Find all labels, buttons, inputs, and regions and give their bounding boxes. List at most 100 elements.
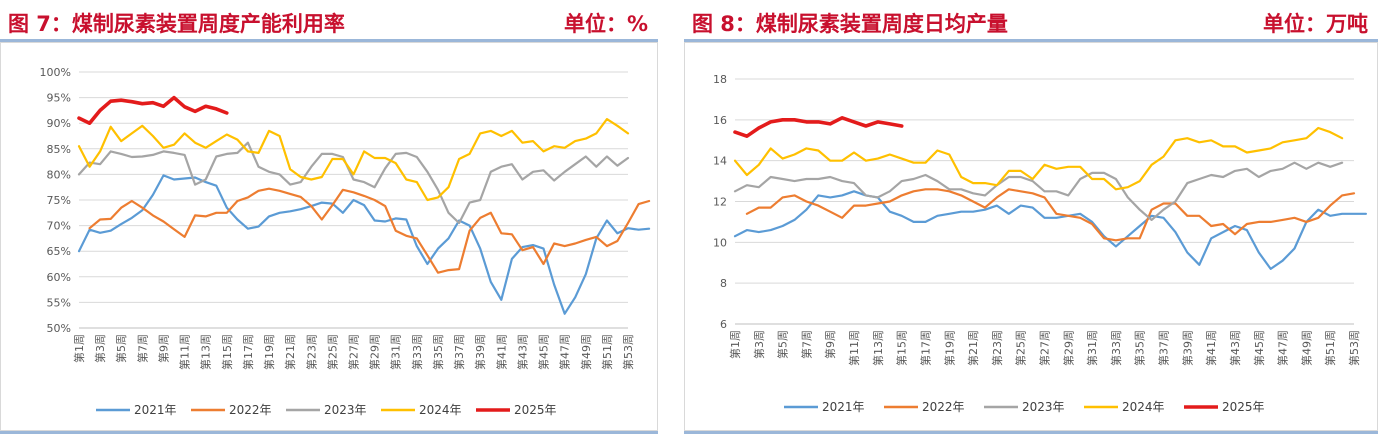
series-line-2025: [733, 116, 904, 138]
panel-capacity-utilization: 图 7：煤制尿素装置周度产能利用率 单位：% 50% 55% 60% 65% 70% 75…: [0, 0, 658, 436]
x-tick-label: 第3周: [93, 334, 107, 363]
y-tick-label: 10: [713, 236, 727, 249]
series-line-2023: [733, 161, 1344, 221]
x-tick-label: 第7周: [135, 334, 149, 363]
series-line-2022: [745, 188, 1356, 242]
x-tick-label: 第53周: [1347, 330, 1361, 366]
y-tick-label: 70%: [47, 220, 71, 233]
series-line-2022: [88, 187, 651, 274]
x-tick-label: 第29周: [368, 334, 382, 370]
y-tick-label: 16: [713, 114, 727, 127]
x-tick-label: 第49周: [1299, 330, 1313, 366]
legend-entry: 2022年: [229, 403, 272, 417]
x-tick-label: 第9周: [156, 334, 170, 363]
series-line-2024: [733, 126, 1344, 191]
y-tick-label: 80%: [47, 168, 71, 181]
series-line-2025: [77, 95, 229, 125]
legend-entry: 2021年: [134, 403, 177, 417]
legend-entry: 2022年: [922, 400, 965, 414]
legend-entry: 2023年: [1022, 400, 1065, 414]
x-tick-label: 第5周: [114, 334, 128, 363]
footer-rule: [0, 431, 658, 434]
y-tick-label: 55%: [47, 296, 71, 309]
line-chart-output: 681012141618第1周 第3周 第5周 第7周 第9周 第11周 第13周 第15周第…: [684, 42, 1378, 431]
y-tick-label: 65%: [47, 245, 71, 258]
x-tick-label: 第25周: [325, 334, 339, 370]
x-tick-label: 第11周: [847, 330, 861, 366]
panel-header: 图 8：煤制尿素装置周度日均产量 单位：万吨: [684, 6, 1378, 36]
y-tick-label: 90%: [47, 117, 71, 130]
x-tick-label: 第19周: [262, 334, 276, 370]
series-line-2023: [77, 141, 630, 225]
chart-frame: [684, 42, 1378, 431]
x-tick-label: 第13周: [199, 334, 213, 370]
x-tick-label: 第21周: [283, 334, 297, 370]
x-tick-label: 第1周: [72, 334, 86, 363]
legend-entry: 2025年: [514, 403, 557, 417]
unit-label: 单位：万吨: [1263, 12, 1368, 36]
chart-frame: [0, 42, 658, 431]
x-tick-label: 第25周: [1014, 330, 1028, 366]
panel-daily-output: 图 8：煤制尿素装置周度日均产量 单位：万吨 6 8 10 12 14 16 18 第1周 第3…: [684, 0, 1378, 436]
x-tick-label: 第31周: [1085, 330, 1099, 366]
x-tick-label: 第51周: [1323, 330, 1337, 366]
x-tick-label: 第39周: [1180, 330, 1194, 366]
x-tick-label: 第53周: [621, 334, 635, 370]
x-tick-label: 第47周: [1276, 330, 1290, 366]
x-tick-label: 第43周: [1228, 330, 1242, 366]
header-rule: [684, 39, 1378, 42]
chart-area: 50% 55% 60% 65% 70% 75% 80% 85% 90% 95% 100% 第1周 第3周…: [0, 42, 658, 431]
x-tick-label: 第29周: [1061, 330, 1075, 366]
x-tick-label: 第7周: [799, 330, 813, 359]
unit-label: 单位：%: [563, 12, 648, 36]
y-tick-label: 14: [713, 155, 727, 168]
x-tick-label: 第15周: [895, 330, 909, 366]
x-tick-label: 第17周: [241, 334, 255, 370]
header-rule: [0, 39, 658, 42]
y-tick-label: 85%: [47, 143, 71, 156]
x-tick-label: 第31周: [389, 334, 403, 370]
panel-header: 图 7：煤制尿素装置周度产能利用率 单位：%: [0, 6, 658, 36]
x-tick-label: 第15周: [220, 334, 234, 370]
y-tick-label: 75%: [47, 194, 71, 207]
x-tick-label: 第11周: [178, 334, 192, 370]
legend-entry: 2025年: [1222, 400, 1265, 414]
x-tick-label: 第19周: [942, 330, 956, 366]
x-tick-label: 第45周: [537, 334, 551, 370]
chart-area: 6 8 10 12 14 16 18 第1周 第3周 第5周 第7周 第9周 第11周 第13周 第15周第…: [684, 42, 1378, 431]
x-tick-label: 第27周: [347, 334, 361, 370]
y-tick-label: 95%: [47, 92, 71, 105]
y-tick-label: 6: [720, 318, 727, 331]
x-tick-label: 第37周: [1157, 330, 1171, 366]
y-tick-label: 8: [720, 277, 727, 290]
series-line-2024: [77, 118, 630, 202]
x-tick-label: 第3周: [752, 330, 766, 359]
line-chart-utilization: 50% 55% 60% 65% 70% 75% 80% 85% 90% 95% 100% 第1周 第3周…: [0, 42, 658, 431]
x-tick-label: 第21周: [966, 330, 980, 366]
legend-entry: 2024年: [419, 403, 462, 417]
x-tick-label: 第9周: [823, 330, 837, 359]
x-tick-label: 第35周: [431, 334, 445, 370]
legend-entry: 2024年: [1122, 400, 1165, 414]
x-tick-label: 第17周: [918, 330, 932, 366]
x-tick-label: 第47周: [558, 334, 572, 370]
x-tick-label: 第1周: [728, 330, 742, 359]
x-tick-label: 第49周: [579, 334, 593, 370]
x-tick-label: 第35周: [1133, 330, 1147, 366]
x-tick-label: 第37周: [452, 334, 466, 370]
x-tick-label: 第27周: [1038, 330, 1052, 366]
y-tick-label: 12: [713, 196, 727, 209]
legend-entry: 2023年: [324, 403, 367, 417]
figure-title: 图 8：煤制尿素装置周度日均产量: [692, 12, 1008, 36]
figure-title: 图 7：煤制尿素装置周度产能利用率: [8, 12, 345, 36]
x-tick-label: 第33周: [1109, 330, 1123, 366]
y-tick-label: 60%: [47, 271, 71, 284]
x-tick-label: 第43周: [515, 334, 529, 370]
series-line-2021: [733, 190, 1367, 270]
y-tick-label: 100%: [40, 66, 71, 79]
x-tick-label: 第45周: [1252, 330, 1266, 366]
x-tick-label: 第13周: [871, 330, 885, 366]
x-tick-label: 第23周: [304, 334, 318, 370]
x-tick-label: 第5周: [776, 330, 790, 359]
x-tick-label: 第51周: [600, 334, 614, 370]
